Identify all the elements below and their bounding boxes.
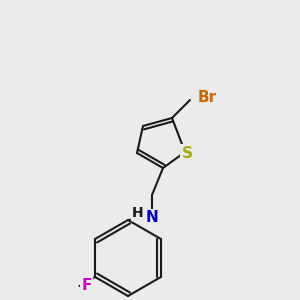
Text: S: S [182,146,193,160]
Text: Br: Br [198,91,217,106]
Text: H: H [132,206,144,220]
Text: F: F [82,278,92,293]
Text: N: N [146,211,158,226]
